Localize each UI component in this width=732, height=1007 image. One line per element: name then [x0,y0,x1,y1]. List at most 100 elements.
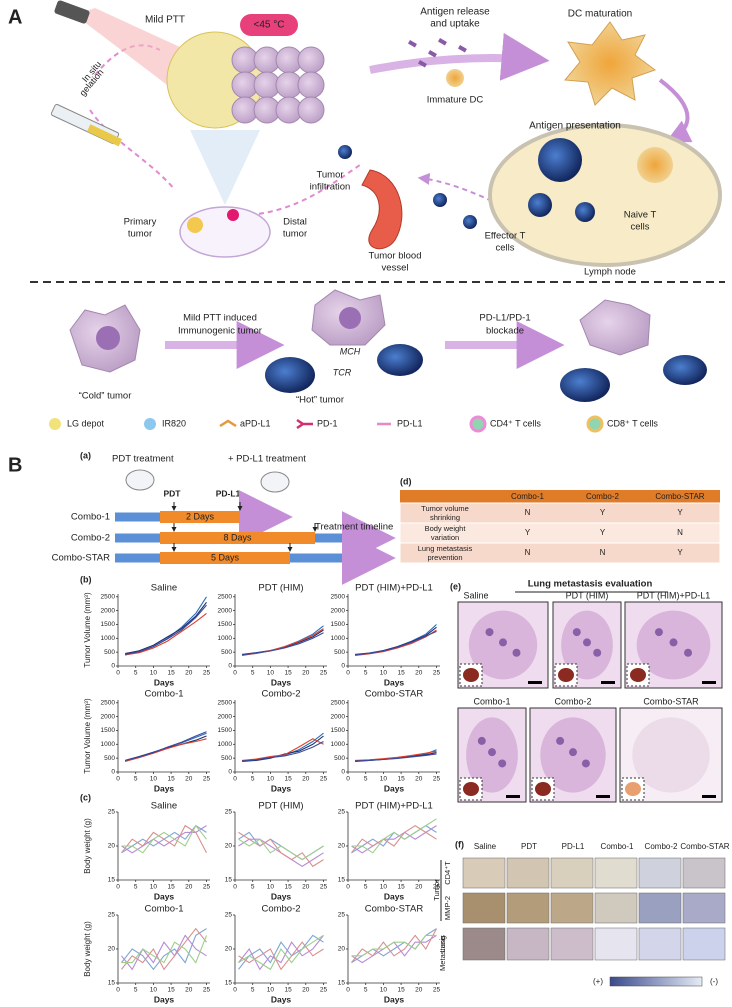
x-tick-label: 20 [302,987,310,994]
mouse-icon [125,469,155,491]
label: MCH [340,346,361,356]
y-tick-label: 20 [225,843,233,850]
ihc-image [550,857,594,889]
x-tick-label: 0 [346,987,350,994]
label: cells [495,243,514,254]
ihc-image [462,892,506,924]
x-axis-label: Days [154,891,175,901]
y-axis-label: Body weight (g) [83,818,92,874]
y-tick-label: 500 [334,755,345,762]
label: + PD-L1 treatment [228,454,306,465]
x-tick-label: 25 [320,987,328,994]
x-tick-label: 25 [433,987,441,994]
legend-icon [586,415,604,433]
y-tick-label: 1500 [331,621,346,628]
lung-tissue [632,717,710,793]
label: (c) [80,792,91,802]
x-axis-label: Days [384,677,405,687]
table-cell: Y [600,508,606,517]
metastasis [485,628,494,637]
series-line [242,738,324,761]
chart-title: Combo-1 [144,904,183,915]
series-line [242,735,324,763]
metastasis [684,648,693,657]
y-tick-label: 15 [108,877,116,884]
y-tick-label: 2500 [101,699,116,706]
y-tick-label: 0 [228,663,232,670]
x-tick-label: 0 [116,884,120,891]
table-cell: N [525,508,531,517]
ihc-image [638,892,682,924]
label: PD-L1 [216,488,241,498]
treatment-window [160,532,315,544]
label: PDT treatment [112,454,174,465]
t-cell [377,344,423,376]
metastasis [569,748,577,757]
label: Naive T [624,210,657,221]
x-tick-label: 0 [233,987,237,994]
label: shrinking [430,513,460,522]
scale-bar [528,681,542,684]
table-cell: N [525,548,531,557]
x-tick-label: 10 [380,987,388,994]
legend-icon [219,419,237,428]
y-tick-label: 25 [225,912,233,919]
lung-photo [463,782,479,796]
x-tick-label: 0 [346,776,350,783]
label: (d) [400,476,412,486]
x-tick-label: 15 [397,884,405,891]
t-cell [265,357,315,393]
metastasis [669,638,678,647]
label: vessel [382,263,409,274]
x-tick-label: 20 [302,670,310,677]
x-tick-label: 15 [167,884,175,891]
y-tick-label: 2000 [218,713,233,720]
x-tick-label: 5 [364,987,368,994]
y-tick-label: 2000 [101,607,116,614]
y-tick-label: 1000 [101,635,116,642]
metastasis [583,638,591,647]
series-line [351,825,437,854]
table-cell: Y [525,528,531,537]
y-tick-label: 1000 [331,635,346,642]
label: tumor [128,229,152,240]
legend-label: aPD-L1 [240,418,271,428]
table-cell: Y [677,548,683,557]
series-line [238,934,324,970]
x-tick-label: 0 [346,884,350,891]
label: Combo-1 [71,512,110,523]
x-tick-label: 0 [116,776,120,783]
series-line [124,738,207,763]
ihc-image [506,927,550,961]
legend-icon [49,418,61,430]
x-tick-label: 5 [364,776,368,783]
label: Antigen presentation [529,121,621,132]
x-tick-label: 15 [284,670,292,677]
y-tick-label: 1000 [101,741,116,748]
label: Distal [283,217,307,228]
treatment-window [160,511,240,523]
column-label: PDT [521,842,537,851]
arrow [369,32,550,81]
table-header-cell: Combo-STAR [655,492,704,501]
chart-title: PDT (HIM) [258,583,303,594]
table-header [400,490,720,503]
nucleus [339,307,361,329]
image-label: Combo-1 [473,696,510,706]
x-tick-label: 0 [233,670,237,677]
y-tick-label: 15 [225,980,233,987]
y-tick-label: 25 [108,809,116,816]
y-tick-label: 2500 [218,593,233,600]
color-bar [609,976,703,987]
x-tick-label: 20 [415,884,423,891]
x-tick-label: 25 [203,670,211,677]
scale-bar [506,795,520,798]
table-cell: N [600,548,606,557]
row-label: CD4⁺T [443,861,452,885]
metastasis [572,628,581,637]
row-label: Metastasis [438,935,447,971]
label: Mild PTT induced [183,313,257,324]
y-tick-label: 2000 [101,713,116,720]
x-tick-label: 15 [397,987,405,994]
